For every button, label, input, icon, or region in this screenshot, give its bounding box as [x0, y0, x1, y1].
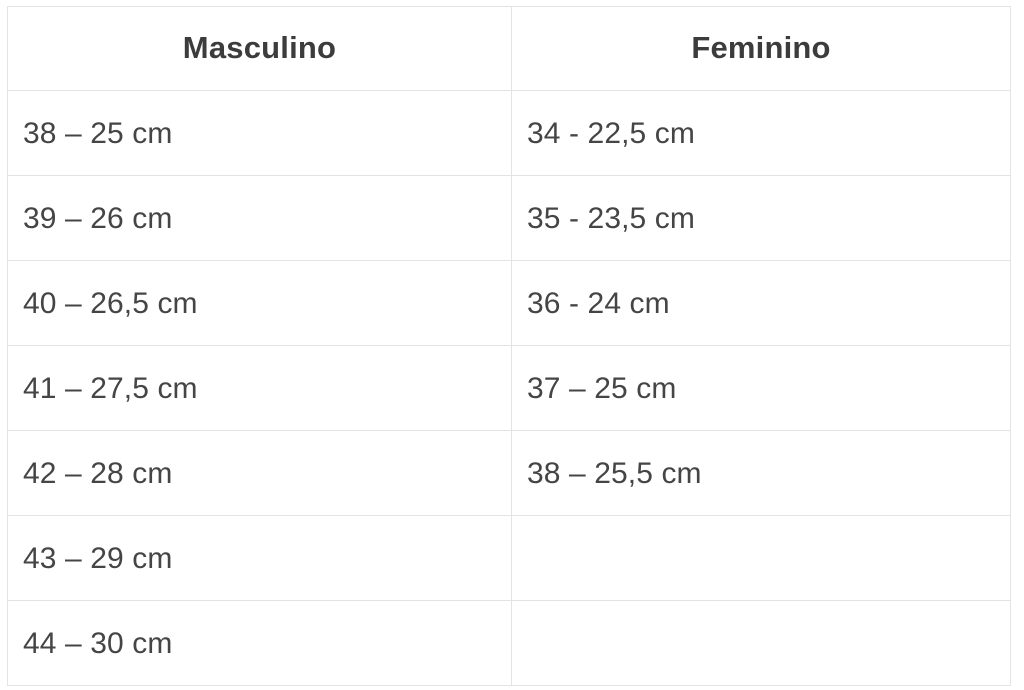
table-row: 40 – 26,5 cm 36 - 24 cm — [7, 260, 1011, 346]
shoe-size-table: Masculino Feminino 38 – 25 cm 34 - 22,5 … — [7, 6, 1011, 686]
cell-masculino: 44 – 30 cm — [7, 600, 512, 686]
cell-feminino-empty — [511, 515, 1011, 601]
cell-masculino: 41 – 27,5 cm — [7, 345, 512, 431]
table-header: Masculino Feminino — [7, 6, 1011, 91]
table-row: 38 – 25 cm 34 - 22,5 cm — [7, 90, 1011, 176]
column-header-feminino: Feminino — [511, 6, 1011, 91]
cell-feminino: 38 – 25,5 cm — [511, 430, 1011, 516]
cell-masculino: 43 – 29 cm — [7, 515, 512, 601]
cell-masculino: 40 – 26,5 cm — [7, 260, 512, 346]
table-row: 44 – 30 cm — [7, 600, 1011, 686]
cell-masculino: 38 – 25 cm — [7, 90, 512, 176]
cell-feminino: 35 - 23,5 cm — [511, 175, 1011, 261]
column-header-masculino: Masculino — [7, 6, 512, 91]
cell-masculino: 39 – 26 cm — [7, 175, 512, 261]
table-row: 43 – 29 cm — [7, 515, 1011, 601]
table-body: 38 – 25 cm 34 - 22,5 cm 39 – 26 cm 35 - … — [7, 90, 1011, 686]
cell-feminino: 36 - 24 cm — [511, 260, 1011, 346]
table-row: 42 – 28 cm 38 – 25,5 cm — [7, 430, 1011, 516]
table-header-row: Masculino Feminino — [7, 6, 1011, 91]
cell-feminino-empty — [511, 600, 1011, 686]
table-row: 41 – 27,5 cm 37 – 25 cm — [7, 345, 1011, 431]
cell-feminino: 37 – 25 cm — [511, 345, 1011, 431]
cell-masculino: 42 – 28 cm — [7, 430, 512, 516]
table-row: 39 – 26 cm 35 - 23,5 cm — [7, 175, 1011, 261]
cell-feminino: 34 - 22,5 cm — [511, 90, 1011, 176]
